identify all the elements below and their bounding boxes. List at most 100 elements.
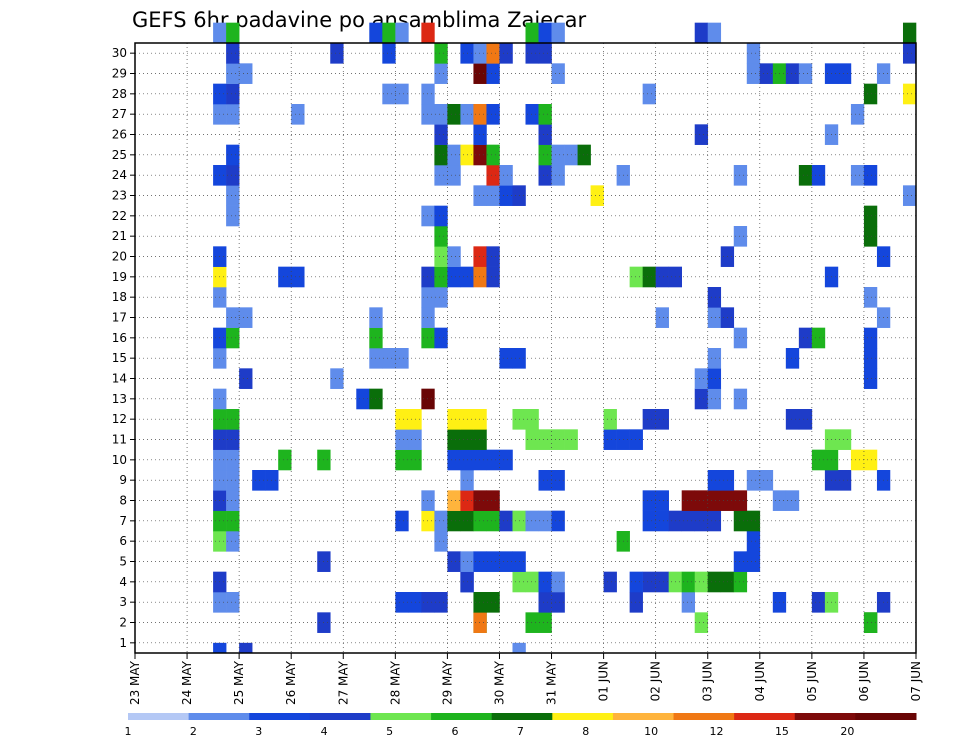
heatmap-cell bbox=[369, 22, 383, 44]
heatmap-cell bbox=[499, 348, 513, 369]
legend-label: 15 bbox=[775, 725, 789, 738]
heatmap-cell bbox=[473, 266, 487, 288]
heatmap-cell bbox=[551, 144, 565, 166]
y-tick-label: 25 bbox=[112, 148, 127, 162]
x-tick-label: 06 JUN bbox=[857, 661, 871, 701]
heatmap-cells bbox=[213, 22, 917, 654]
legend-label: 7 bbox=[517, 725, 524, 738]
heatmap-cell bbox=[551, 510, 565, 532]
heatmap-cell bbox=[603, 409, 617, 430]
heatmap-cell bbox=[733, 165, 748, 186]
y-tick-label: 21 bbox=[112, 229, 127, 243]
y-tick-label: 8 bbox=[119, 494, 127, 508]
heatmap-cell bbox=[863, 327, 878, 349]
y-tick-label: 15 bbox=[112, 351, 127, 365]
heatmap-cell bbox=[226, 307, 240, 328]
heatmap-cell bbox=[525, 409, 539, 430]
heatmap-cell bbox=[538, 429, 552, 450]
legend-label: 6 bbox=[451, 725, 458, 738]
heatmap-cell bbox=[447, 551, 461, 572]
heatmap-cell bbox=[447, 490, 461, 511]
plot-frame bbox=[134, 42, 917, 654]
heatmap-cell bbox=[434, 104, 448, 125]
heatmap-cell bbox=[226, 531, 240, 552]
heatmap-cell bbox=[811, 592, 826, 613]
heatmap-cell bbox=[629, 592, 643, 613]
heatmap-cell bbox=[538, 612, 552, 633]
heatmap-cell bbox=[850, 104, 865, 125]
heatmap-cell bbox=[863, 205, 878, 227]
y-tick-label: 18 bbox=[112, 290, 127, 304]
heatmap-cell bbox=[863, 368, 878, 389]
heatmap-cell bbox=[629, 266, 643, 288]
heatmap-cell bbox=[395, 429, 409, 450]
heatmap-cell bbox=[538, 165, 552, 186]
heatmap-cell bbox=[733, 388, 748, 410]
legend-swatch bbox=[552, 713, 614, 720]
x-tick-label: 02 JUN bbox=[649, 661, 663, 701]
heatmap-cell bbox=[395, 348, 409, 369]
x-tick-label: 01 JUN bbox=[597, 661, 611, 701]
heatmap-cell bbox=[785, 409, 800, 430]
legend-swatch bbox=[431, 713, 493, 720]
y-tick-label: 28 bbox=[112, 87, 127, 101]
heatmap-cell bbox=[395, 83, 409, 105]
x-tick-label: 03 JUN bbox=[701, 661, 715, 701]
heatmap-cell bbox=[473, 429, 487, 450]
legend-swatch bbox=[612, 713, 675, 720]
heatmap-cell bbox=[837, 429, 852, 450]
heatmap-cell bbox=[694, 612, 709, 633]
heatmap-cell bbox=[226, 510, 240, 532]
heatmap-cell bbox=[395, 510, 409, 532]
y-tick-label: 27 bbox=[112, 107, 127, 121]
heatmap-cell bbox=[486, 592, 500, 613]
heatmap-cell bbox=[837, 470, 852, 491]
heatmap-cell bbox=[447, 449, 461, 471]
heatmap-cell bbox=[525, 22, 539, 44]
heatmap-cell bbox=[525, 104, 539, 125]
heatmap-cell bbox=[226, 104, 240, 125]
heatmap-cell bbox=[811, 327, 826, 349]
heatmap-cell bbox=[447, 144, 461, 166]
heatmap-cell bbox=[421, 592, 435, 613]
heatmap-cell bbox=[473, 409, 487, 430]
heatmap-cell bbox=[551, 571, 565, 593]
legend-swatch bbox=[249, 713, 311, 720]
heatmap-cell bbox=[486, 63, 500, 84]
heatmap-cell bbox=[447, 429, 461, 450]
heatmap-cell bbox=[694, 388, 709, 410]
heatmap-cell bbox=[421, 266, 435, 288]
y-tick-label: 26 bbox=[112, 128, 127, 142]
heatmap-cell bbox=[655, 409, 669, 430]
legend-label: 5 bbox=[386, 725, 393, 738]
legend-swatch bbox=[794, 713, 856, 720]
heatmap-cell bbox=[811, 165, 826, 186]
heatmap-cell bbox=[226, 165, 240, 186]
heatmap-cell bbox=[447, 510, 461, 532]
heatmap-cell bbox=[395, 409, 409, 430]
heatmap-cell bbox=[707, 490, 722, 511]
heatmap-cell bbox=[486, 551, 500, 572]
heatmap-cell bbox=[811, 449, 826, 471]
heatmap-cell bbox=[759, 470, 774, 491]
heatmap-cell bbox=[733, 510, 748, 532]
heatmap-cell bbox=[499, 43, 513, 64]
heatmap-cell bbox=[434, 63, 448, 84]
heatmap-cell bbox=[733, 226, 748, 247]
heatmap-cell bbox=[486, 510, 500, 532]
heatmap-cell bbox=[434, 287, 448, 308]
heatmap-cell bbox=[434, 327, 448, 349]
heatmap-cell bbox=[551, 429, 565, 450]
legend-swatch bbox=[188, 713, 250, 720]
heatmap-cell bbox=[395, 22, 409, 44]
heatmap-cell bbox=[473, 490, 487, 511]
heatmap-cell bbox=[421, 104, 435, 125]
heatmap-cell bbox=[707, 470, 722, 491]
heatmap-cell bbox=[746, 470, 761, 491]
heatmap-cell bbox=[551, 165, 565, 186]
heatmap-cell bbox=[538, 592, 552, 613]
heatmap-cell bbox=[577, 144, 591, 166]
heatmap-cell bbox=[447, 104, 461, 125]
heatmap-cell bbox=[655, 571, 669, 593]
heatmap-cell bbox=[759, 63, 774, 84]
